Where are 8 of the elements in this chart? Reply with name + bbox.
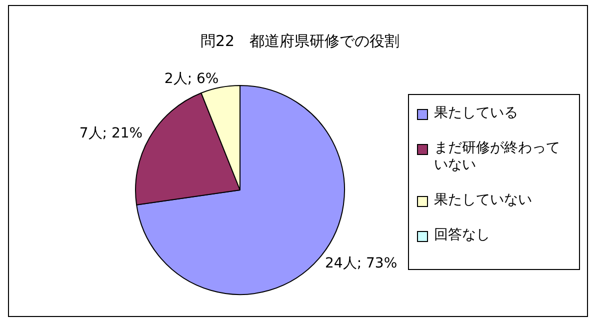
legend-label: 果たしていない [434,192,532,209]
legend-label: まだ研修が終わっていない [434,140,561,174]
legend-label: 回答なし [434,227,490,244]
chart-title: 問22 都道府県研修での役割 [199,32,401,51]
data-label: 7人; 21% [79,125,143,142]
legend-label: 果たしている [434,105,518,122]
data-label: 2人; 6% [164,71,219,88]
data-label: 24人; 73% [325,255,398,272]
